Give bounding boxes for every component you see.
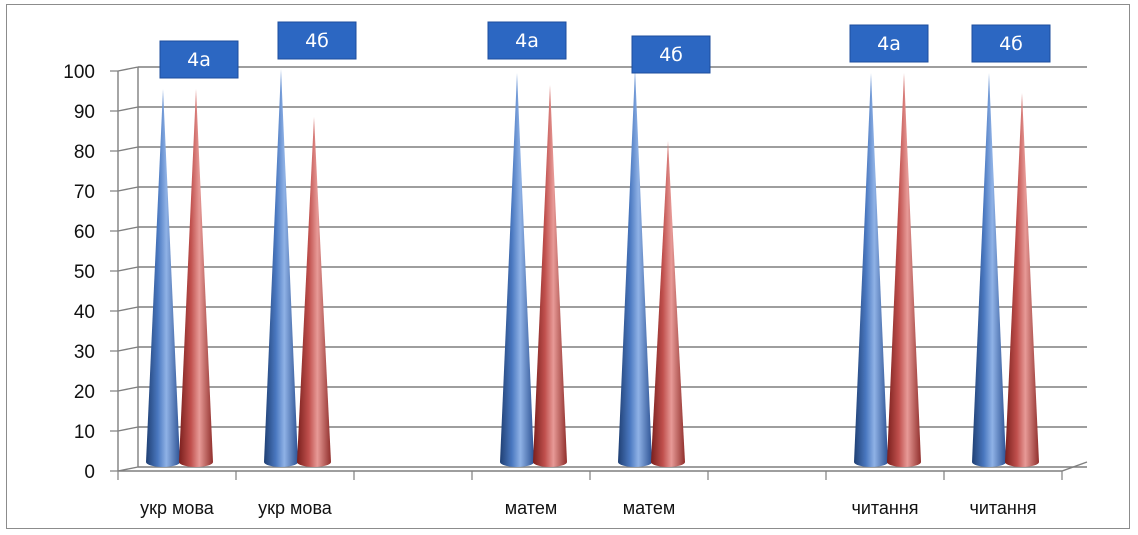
- x-tick-label: укр мова: [258, 498, 333, 518]
- tag-box: [631, 35, 711, 74]
- x-tick-label: читання: [969, 498, 1036, 518]
- gridline-depth: [117, 186, 139, 192]
- tag-box: [971, 24, 1051, 63]
- cone-blue: [146, 89, 180, 467]
- annotation-tags: 4а 4б 4а 4б 4а 4б: [159, 21, 1051, 79]
- cone-body: [887, 73, 921, 467]
- cone-red: [887, 73, 921, 467]
- gridline-depth: [117, 346, 139, 352]
- gridline-depth: [117, 386, 139, 392]
- y-tick-labels: 0 10 20 30 40 50 60 70 80 90 100: [63, 62, 95, 483]
- cone-body: [146, 89, 180, 467]
- cone-blue: [264, 69, 298, 467]
- cone-red: [533, 85, 567, 467]
- tag-label: 4а: [877, 33, 901, 55]
- tag-box: [487, 21, 567, 60]
- cone-red: [297, 117, 331, 467]
- cone-body: [264, 69, 298, 467]
- y-tick-label: 30: [74, 342, 95, 363]
- y-tick-label: 100: [63, 62, 95, 83]
- x-tick-label: матем: [623, 498, 675, 518]
- tag-box: [159, 40, 239, 79]
- cone-blue: [854, 73, 888, 467]
- gridline-depth: [117, 146, 139, 152]
- gridline-depth: [117, 226, 139, 232]
- gridlines: [117, 66, 1087, 472]
- cone-red: [651, 141, 685, 467]
- annotation-tag: 4б: [971, 24, 1051, 63]
- tag-label: 4б: [659, 44, 683, 66]
- tag-box: [849, 24, 929, 63]
- cone-body: [179, 89, 213, 467]
- cone-blue: [618, 69, 652, 467]
- cone-body: [533, 85, 567, 467]
- axes: [110, 67, 1088, 480]
- x-tick-label: укр мова: [140, 498, 215, 518]
- x-tick-label: читання: [851, 498, 918, 518]
- tag-label: 4б: [305, 30, 329, 52]
- y-tick-label: 10: [74, 422, 95, 443]
- cone-body: [1005, 93, 1039, 467]
- y-tick-label: 0: [84, 462, 95, 483]
- gridline-depth: [117, 266, 139, 272]
- cone-body: [618, 69, 652, 467]
- annotation-tag: 4а: [849, 24, 929, 63]
- y-tick-label: 50: [74, 262, 95, 283]
- y-tick-label: 40: [74, 302, 95, 323]
- cone-blue: [972, 73, 1006, 467]
- tag-box: [277, 21, 357, 60]
- y-tick-label: 80: [74, 142, 95, 163]
- x-tick-label: матем: [505, 498, 557, 518]
- y-tick-label: 90: [74, 102, 95, 123]
- cone-red: [1005, 93, 1039, 467]
- cone-body: [297, 117, 331, 467]
- cone-body: [972, 73, 1006, 467]
- annotation-tag: 4а: [159, 40, 239, 79]
- y-tick-label: 60: [74, 222, 95, 243]
- cone-blue: [500, 73, 534, 467]
- y-tick-label: 70: [74, 182, 95, 203]
- tag-label: 4а: [515, 30, 539, 52]
- cone-body: [500, 73, 534, 467]
- y-tick-label: 20: [74, 382, 95, 403]
- annotation-tag: 4б: [631, 35, 711, 74]
- tag-label: 4а: [187, 49, 211, 71]
- gridline-depth: [117, 66, 139, 72]
- x-tick-labels: укр мова укр мова матем матем читання читання: [140, 498, 1036, 518]
- gridline-depth: [117, 306, 139, 312]
- cone-body: [651, 141, 685, 467]
- annotation-tag: 4а: [487, 21, 567, 60]
- tag-label: 4б: [999, 33, 1023, 55]
- annotation-tag: 4б: [277, 21, 357, 60]
- cone-body: [854, 73, 888, 467]
- cone-red: [179, 89, 213, 467]
- gridline-depth: [117, 426, 139, 432]
- cones: [146, 69, 1039, 467]
- gridline-depth: [117, 106, 139, 112]
